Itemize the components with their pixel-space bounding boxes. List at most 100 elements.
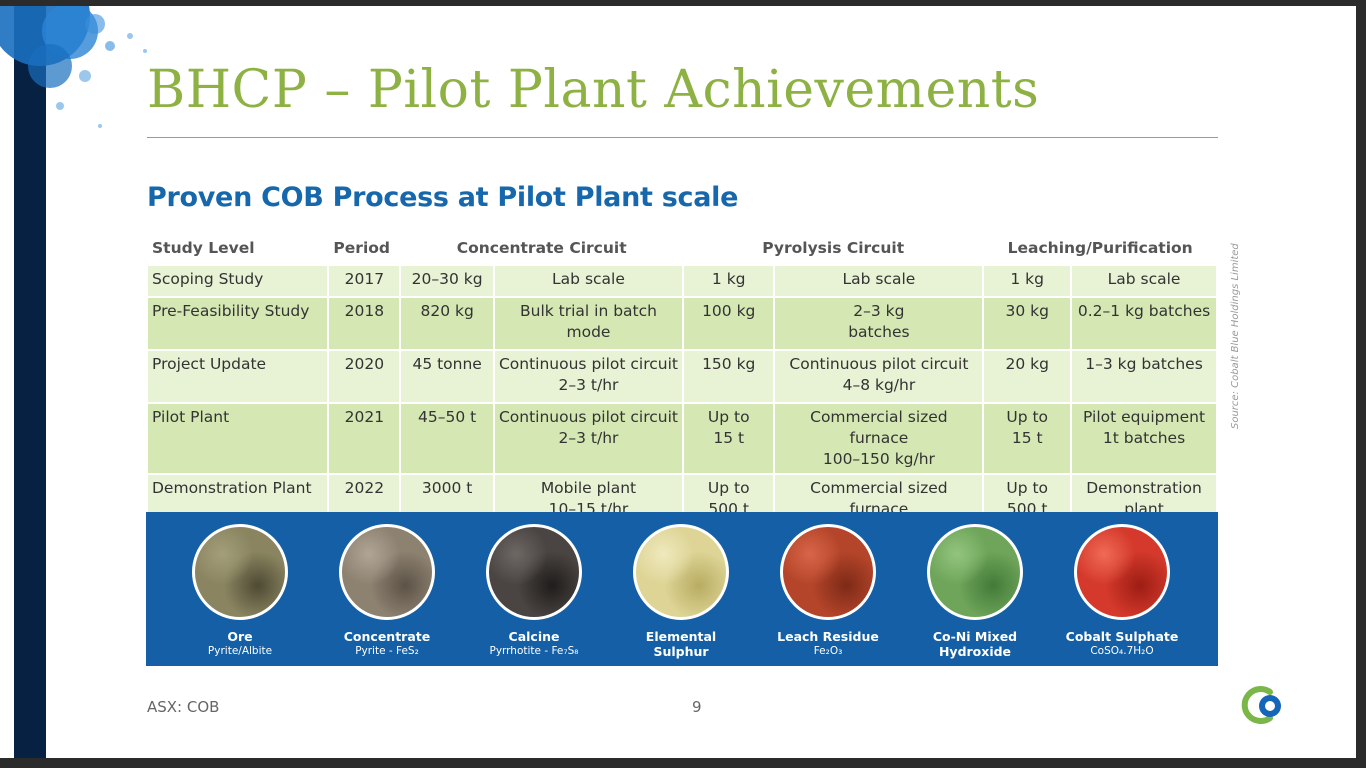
cell-concentrate-quantity: 20–30 kg [401,266,493,296]
material-formula: Pyrite/Albite [207,645,273,657]
cell-pyrolysis-quantity: 150 kg [684,351,774,402]
material-sample: Ore Pyrite/Albite [167,512,313,658]
cell-period: 2017 [329,266,400,296]
cell-line: Pilot equipment [1083,408,1206,426]
cell-period: 2020 [329,351,400,402]
cell-line: 100–150 kg/hr [822,450,935,468]
material-name-line: Hydroxide [938,644,1012,659]
material-name-line: Co-Ni Mixed [932,629,1018,644]
cell-line: Up to [1006,408,1049,426]
cell-line: 15 t [1011,429,1043,447]
cell-line: 20 kg [1005,355,1049,373]
page-number: 9 [692,698,702,716]
cell-pyrolysis-quantity: 100 kg [684,298,774,349]
cobalt-blue-logo [1241,686,1281,724]
cell-study-level: Pre-Feasibility Study [148,298,328,349]
blue-splash-graphic [0,6,147,128]
source-note: Source: Cobalt Blue Holdings Limited [1230,243,1241,429]
material-formula: CoSO₄.7H₂O [1090,645,1154,657]
cell-leaching-quantity: 20 kg [984,351,1071,402]
material-sample: Co-Ni Mixed Hydroxide [902,512,1048,659]
footer-ticker: ASX: COB [147,698,220,716]
cell-concentrate-quantity: 45–50 t [401,404,493,473]
cell-leaching-quantity: 1 kg [984,266,1071,296]
header-period: Period [333,239,390,257]
cell-pyrolysis-description: 2–3 kg batches [775,298,983,349]
material-swatch [192,524,288,620]
cell-line: Lab scale [1107,270,1181,288]
cell-concentrate-description: Bulk trial in batch mode [494,298,682,349]
materials-strip: Ore Pyrite/Albite Concentrate Pyrite - FeS₂… [146,512,1218,666]
slide: BHCP – Pilot Plant Achievements Proven C… [0,6,1356,758]
cell-leaching-description: 1–3 kg batches [1072,351,1216,402]
material-name: Calcine [461,629,607,644]
cell-line: Continuous pilot circuit [789,355,969,373]
cell-leaching-quantity: 30 kg [984,298,1071,349]
material-name-line: Sulphur [653,644,709,659]
cell-line: 2–3 kg [853,302,905,320]
cell-line: 15 t [713,429,745,447]
material-name-line: Elemental [645,629,717,644]
left-accent-bar [14,6,46,758]
material-name-line: Calcine [508,629,560,644]
cell-line: Mobile plant [540,479,637,497]
title-divider [147,137,1218,138]
cell-line: Up to [707,408,750,426]
cell-line: 2–3 t/hr [558,429,619,447]
table-row: Pre-Feasibility Study 2018 820 kg Bulk tria… [148,298,1216,349]
cell-line: batches [848,323,910,341]
cell-concentrate-description: Lab scale [494,266,682,296]
cell-pyrolysis-description: Continuous pilot circuit 4–8 kg/hr [775,351,983,402]
cell-concentrate-quantity: 820 kg [401,298,493,349]
material-name-line: Cobalt Sulphate [1065,629,1179,644]
cell-leaching-quantity: Up to 15 t [984,404,1071,473]
material-formula: Pyrite - FeS₂ [355,645,419,657]
header-pyrolysis-circuit: Pyrolysis Circuit [762,239,905,257]
cell-line: 1 kg [1010,270,1044,288]
cell-study-level: Project Update [148,351,328,402]
study-level-table: Study Level Period Concentrate Circuit P… [146,230,1218,549]
material-swatch [1074,524,1170,620]
material-name: Elemental Sulphur [608,629,754,659]
cell-concentrate-description: Continuous pilot circuit 2–3 t/hr [494,404,682,473]
material-swatch [339,524,435,620]
material-sample: Elemental Sulphur [608,512,754,659]
cell-study-level: Pilot Plant [148,404,328,473]
material-name: Ore [167,629,313,644]
cell-pyrolysis-quantity: 1 kg [684,266,774,296]
cell-concentrate-description: Continuous pilot circuit 2–3 t/hr [494,351,682,402]
cell-pyrolysis-description: Commercial sized furnace 100–150 kg/hr [775,404,983,473]
material-name-line: Ore [227,629,253,644]
cell-line: 4–8 kg/hr [842,376,916,394]
material-sample: Cobalt Sulphate CoSO₄.7H₂O [1049,512,1195,658]
table-body: Scoping Study 2017 20–30 kg Lab scale 1 kg La… [148,266,1216,547]
cell-leaching-description: 0.2–1 kg batches [1072,298,1216,349]
material-swatch [780,524,876,620]
cell-line: Continuous pilot circuit [498,355,678,373]
cell-period: 2021 [329,404,400,473]
header-study-level: Study Level [152,239,255,257]
table-row: Project Update 2020 45 tonne Continuous pil… [148,351,1216,402]
cell-line: 1t batches [1102,429,1186,447]
cell-line: Commercial sized furnace [810,408,948,447]
material-name: Co-Ni Mixed Hydroxide [902,629,1048,659]
table-row: Scoping Study 2017 20–30 kg Lab scale 1 kg La… [148,266,1216,296]
material-sample: Leach Residue Fe₂O₃ [755,512,901,658]
slide-title: BHCP – Pilot Plant Achievements [147,60,1040,120]
material-name-line: Leach Residue [777,629,879,644]
material-sample: Calcine Pyrrhotite - Fe₇S₈ [461,512,607,658]
cell-line: 150 kg [702,355,756,373]
table-row: Pilot Plant 2021 45–50 t Continuous pilot c… [148,404,1216,473]
header-leaching-purification: Leaching/Purification [1007,239,1193,257]
cell-pyrolysis-quantity: Up to 15 t [684,404,774,473]
cell-leaching-description: Pilot equipment 1t batches [1072,404,1216,473]
cell-line: Up to [707,479,750,497]
cell-concentrate-quantity: 45 tonne [401,351,493,402]
cell-line: Up to [1006,479,1049,497]
material-formula: Fe₂O₃ [813,645,843,657]
material-name: Leach Residue [755,629,901,644]
material-name-line: Concentrate [343,629,431,644]
cell-line: 1–3 kg batches [1085,355,1203,373]
cell-line: Lab scale [552,270,625,288]
material-name: Concentrate [314,629,460,644]
